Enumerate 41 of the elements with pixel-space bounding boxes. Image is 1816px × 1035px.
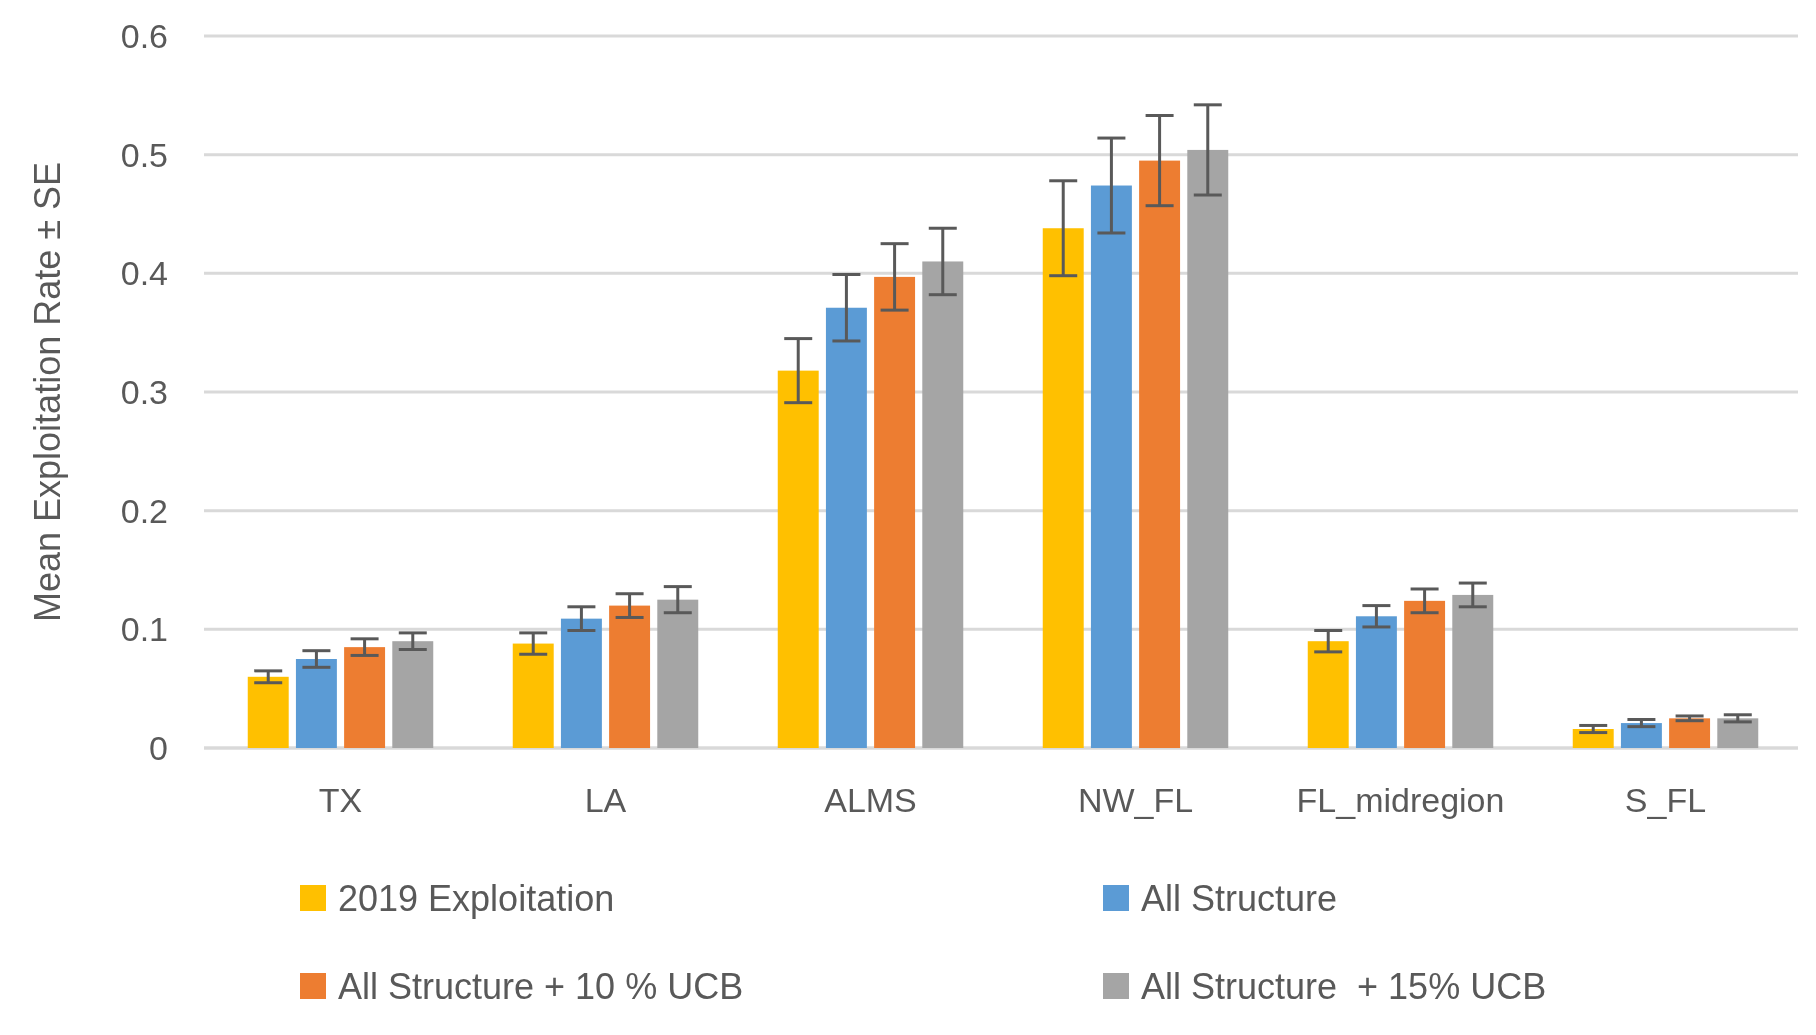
bar xyxy=(1620,723,1662,748)
bar xyxy=(247,676,289,748)
bar xyxy=(657,599,699,748)
legend-label: All Structure + 15% UCB xyxy=(1141,965,1547,1007)
y-tick-label: 0 xyxy=(149,728,168,767)
y-tick-label: 0.1 xyxy=(120,610,168,649)
bar xyxy=(344,647,386,748)
bar xyxy=(560,618,602,748)
bar xyxy=(1139,160,1181,748)
bar xyxy=(1355,616,1397,748)
x-tick-label: S_FL xyxy=(1624,781,1707,819)
bar xyxy=(1307,641,1349,748)
y-tick-label: 0.2 xyxy=(120,491,168,530)
legend-label: All Structure xyxy=(1141,877,1338,919)
legend-label: All Structure + 10 % UCB xyxy=(338,965,744,1007)
bar xyxy=(1404,600,1446,748)
bar xyxy=(1717,718,1759,748)
bar xyxy=(1669,718,1711,748)
bar xyxy=(1452,594,1494,748)
bar xyxy=(609,605,651,748)
y-axis-title: Mean Exploitation Rate ± SE xyxy=(27,161,68,623)
x-tick-label: NW_FL xyxy=(1077,781,1194,819)
bar xyxy=(392,641,434,748)
bar xyxy=(825,307,867,748)
bar xyxy=(777,370,819,748)
x-tick-label: LA xyxy=(584,781,627,819)
bar xyxy=(1187,149,1229,748)
x-tick-label: FL_midregion xyxy=(1296,781,1505,819)
y-tick-label: 0.6 xyxy=(120,16,168,55)
y-tick-label: 0.4 xyxy=(120,254,168,293)
x-tick-label: ALMS xyxy=(824,781,917,819)
bar xyxy=(1090,185,1132,748)
bar xyxy=(1042,228,1084,748)
bar xyxy=(922,261,964,748)
y-tick-label: 0.5 xyxy=(120,135,168,174)
bar xyxy=(874,276,916,748)
legend-label: 2019 Exploitation xyxy=(338,877,615,919)
x-tick-label: TX xyxy=(318,781,363,819)
bar xyxy=(295,659,337,748)
y-tick-label: 0.3 xyxy=(120,372,168,411)
bar xyxy=(512,643,554,748)
